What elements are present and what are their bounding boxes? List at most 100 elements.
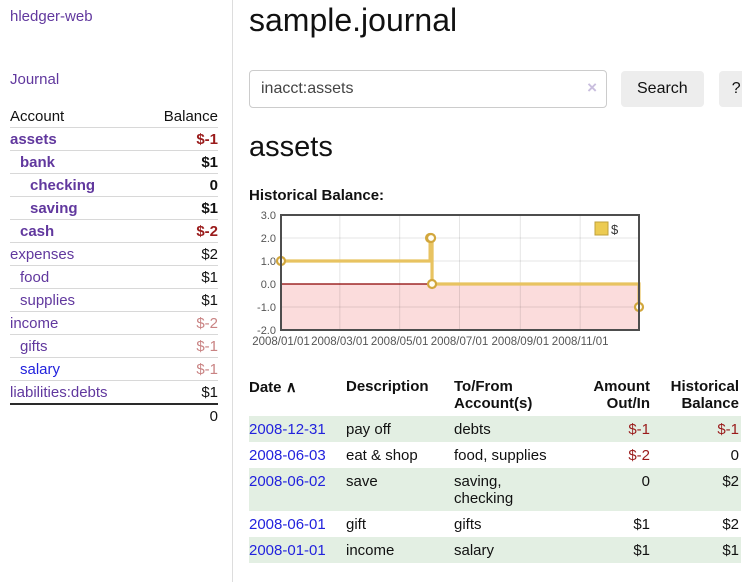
transaction-description: pay off [346,416,454,442]
sidebar-account-link[interactable]: income [10,315,59,332]
account-row: bank $1 [10,151,218,174]
account-balance-value: $1 [201,292,218,309]
account-balance-value: $1 [201,269,218,286]
transaction-date-link[interactable]: 2008-01-01 [249,542,326,559]
transaction-row: 2008-12-31 pay off debts $-1 $-1 [249,416,741,442]
account-balance-value: $-1 [196,338,218,355]
account-row: gifts $-1 [10,335,218,358]
sort-ascending-icon: ∧ [285,379,297,396]
transaction-accounts: debts [454,416,572,442]
transaction-accounts: saving, checking [454,468,572,511]
transaction-description: gift [346,516,367,533]
account-row: liabilities:debts $1 [10,381,218,404]
x-axis-tick-label: 2008/07/01 [431,336,489,348]
account-tree: assets $-1 bank $1 checking 0 saving $1 cash $-2 e… [10,128,218,404]
account-total-row: 0 [10,403,218,427]
account-balance-value: $1 [201,200,218,217]
account-balance-value: $2 [201,246,218,263]
search-button[interactable]: Search [621,71,704,107]
y-axis-tick-label: 2.0 [261,233,276,245]
transaction-balance: $-1 [652,416,741,442]
account-row: expenses $2 [10,243,218,266]
y-axis-tick-label: 0.0 [261,279,276,291]
account-row: food $1 [10,266,218,289]
transaction-date-link[interactable]: 2008-06-03 [249,447,326,464]
y-axis-tick-label: -2.0 [257,325,276,337]
sidebar-account-link[interactable]: assets [10,131,57,148]
x-axis-tick-label: 2008/09/01 [492,336,550,348]
account-balance-table: Account Balance assets $-1 bank $1 checking 0… [10,105,218,427]
transaction-row: 2008-06-01 gift gifts $1 $2 [249,511,741,537]
y-axis-tick-label: 3.0 [261,210,276,222]
help-button[interactable]: ? [718,71,742,107]
historical-balance-chart: $3.0 2.0 1.0 0.0 -1.0 -2.0 2008/01/01 2008/03/0… [249,209,742,360]
account-row: income $-2 [10,312,218,335]
balance-column-header-main: Historical Balance [670,378,739,412]
search-input[interactable] [249,70,607,108]
account-row: checking 0 [10,174,218,197]
transaction-description: save [346,468,454,511]
sidebar-account-link[interactable]: food [20,269,50,286]
balance-column-header: Balance [163,108,218,125]
account-balance-value: $-1 [196,361,218,378]
transaction-accounts: food, supplies [454,447,547,464]
sidebar-account-link[interactable]: gifts [20,338,48,355]
transaction-row: 2008-06-03 eat & shop food, supplies $-2 0 [249,442,741,468]
chart-heading: Historical Balance: [249,187,385,204]
transaction-description: income [346,537,454,563]
data-point-marker [425,232,437,244]
transaction-description: eat & shop [346,447,418,464]
x-axis-tick-label: 2008/03/01 [311,336,369,348]
accounts-column-header: To/From Account(s) [454,378,533,412]
app-brand-link[interactable]: hledger-web [10,8,93,25]
chart-border [280,214,640,331]
account-row: saving $1 [10,197,218,220]
x-axis-tick-label: 2008/05/01 [371,336,429,348]
account-balance-value: 0 [209,177,218,194]
date-column-header[interactable]: Date ∧ [249,379,297,396]
transaction-balance: 0 [730,447,739,464]
transaction-amount: $-2 [628,447,650,464]
account-row: assets $-1 [10,128,218,151]
sidebar-account-link[interactable]: saving [30,200,78,217]
account-total-value: 0 [209,408,218,425]
x-axis-tick-label: 2008/01/01 [252,336,310,348]
legend-swatch [594,221,609,236]
amount-column-header: Amount Out/In [593,378,650,412]
transaction-balance: $2 [722,516,739,533]
transaction-balance: $2 [652,468,741,511]
account-row: salary $-1 [10,358,218,381]
sidebar-account-link[interactable]: salary [20,361,61,378]
transaction-row: 2008-06-02 save saving, checking 0 $2 [249,468,741,511]
account-row: cash $-2 [10,220,218,243]
account-column-header: Account [10,108,65,125]
nav-journal-link[interactable]: Journal [10,71,60,88]
sidebar-account-link[interactable]: supplies [20,292,76,309]
register-header-row: Date ∧ Description To/From Account(s) Am… [249,374,741,416]
y-axis-tick-label: -1.0 [257,302,276,314]
transaction-amount: 0 [572,468,652,511]
transaction-amount: $-1 [572,416,652,442]
sidebar-account-link[interactable]: checking [30,177,96,194]
data-point-marker [426,278,438,290]
sidebar-account-link[interactable]: liabilities:debts [10,384,108,401]
sidebar-account-link[interactable]: cash [20,223,55,240]
transaction-date-link[interactable]: 2008-12-31 [249,421,326,438]
main-content: sample.journal × Search ? assets Histori… [233,0,742,582]
clear-search-icon[interactable]: × [587,78,597,97]
sidebar-account-link[interactable]: bank [20,154,56,171]
sidebar-account-link[interactable]: expenses [10,246,75,263]
sidebar: hledger-web Journal Account Balance asse… [0,0,233,582]
transaction-amount: $1 [633,516,650,533]
legend-label: $ [611,222,619,237]
transaction-row: 2008-01-01 income salary $1 $1 [249,537,741,563]
transaction-balance: $1 [652,537,741,563]
transaction-accounts: gifts [454,516,482,533]
transaction-accounts: salary [454,537,572,563]
transaction-date-link[interactable]: 2008-06-01 [249,516,326,533]
transaction-date-link[interactable]: 2008-06-02 [249,473,326,490]
account-balance-value: $1 [201,384,218,401]
x-axis-tick-label: 2008/11/01 [552,336,609,348]
transaction-amount: $1 [572,537,652,563]
